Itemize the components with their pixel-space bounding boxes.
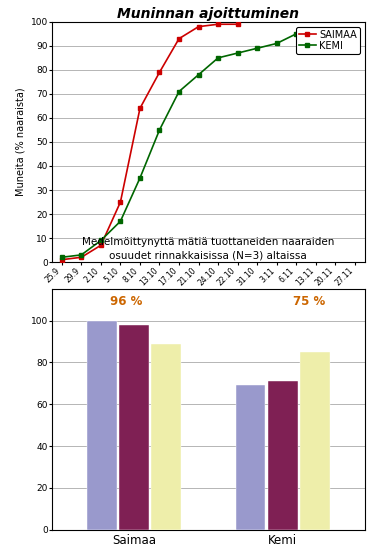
KEMI (216, 55, 220, 61)
Text: 96 %: 96 % (110, 295, 143, 308)
Line: SAIMAA: SAIMAA (60, 22, 240, 262)
KEMI (157, 127, 162, 133)
SAIMAA (79, 254, 84, 260)
KEMI (314, 31, 318, 37)
KEMI (353, 28, 357, 35)
KEMI (177, 88, 181, 95)
Title: Muninnan ajoittuminen: Muninnan ajoittuminen (117, 7, 299, 21)
KEMI (255, 45, 259, 51)
KEMI (294, 31, 298, 37)
Bar (151, 343, 181, 530)
Bar (235, 385, 265, 530)
Bar (268, 381, 298, 530)
SAIMAA (177, 35, 181, 42)
SAIMAA (99, 242, 103, 248)
Text: 75 %: 75 % (294, 295, 326, 308)
KEMI (235, 50, 240, 56)
Legend: SAIMAA, KEMI: SAIMAA, KEMI (296, 27, 360, 54)
KEMI (275, 40, 279, 47)
SAIMAA (60, 257, 64, 263)
SAIMAA (196, 23, 201, 30)
X-axis label: muninta pvm: muninta pvm (170, 293, 247, 304)
Bar (87, 321, 116, 530)
Bar (300, 352, 330, 530)
KEMI (118, 218, 123, 224)
KEMI (60, 254, 64, 260)
Line: KEMI: KEMI (60, 29, 357, 260)
Y-axis label: Muneita (% naaraista): Muneita (% naaraista) (15, 88, 25, 196)
Title: Medelmöittynyttä mätiä tuottaneiden naaraiden
osuudet rinnakkaisissa (N=3) altai: Medelmöittynyttä mätiä tuottaneiden naar… (82, 237, 334, 261)
KEMI (333, 31, 337, 37)
Bar (119, 325, 149, 530)
KEMI (196, 72, 201, 78)
KEMI (79, 252, 84, 258)
SAIMAA (138, 105, 142, 111)
KEMI (138, 175, 142, 181)
SAIMAA (157, 69, 162, 75)
SAIMAA (235, 21, 240, 27)
KEMI (99, 237, 103, 244)
SAIMAA (216, 21, 220, 27)
SAIMAA (118, 199, 123, 205)
